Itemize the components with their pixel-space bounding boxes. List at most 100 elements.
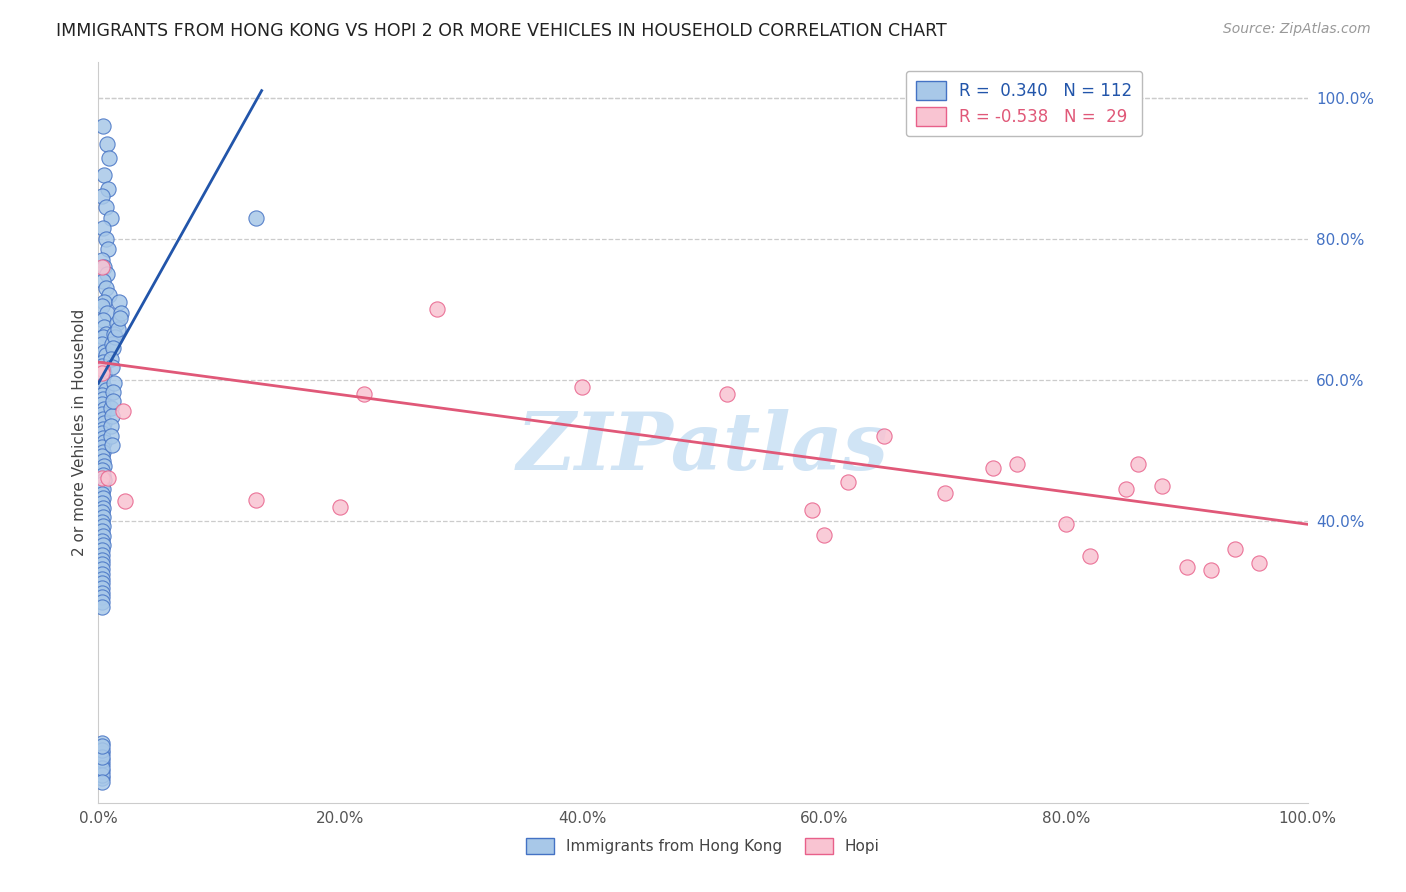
Point	[837, 475, 859, 489]
Point	[91, 440, 114, 454]
Point	[97, 182, 120, 196]
Point	[1007, 458, 1029, 472]
Point	[103, 326, 125, 341]
Point	[813, 528, 835, 542]
Point	[91, 397, 114, 411]
Point	[94, 232, 117, 246]
Point	[100, 211, 122, 225]
Point	[114, 494, 136, 508]
Point	[91, 736, 114, 750]
Point	[91, 449, 114, 463]
Point	[91, 524, 114, 539]
Point	[93, 295, 115, 310]
Point	[91, 491, 114, 506]
Point	[329, 500, 352, 514]
Point	[91, 760, 114, 774]
Point	[353, 387, 375, 401]
Point	[100, 359, 122, 374]
Point	[91, 362, 114, 376]
Point	[91, 221, 114, 235]
Point	[91, 313, 114, 327]
Point	[91, 252, 114, 267]
Point	[981, 461, 1004, 475]
Point	[91, 388, 114, 402]
Point	[91, 739, 114, 754]
Point	[91, 337, 114, 351]
Point	[91, 454, 114, 468]
Point	[91, 189, 114, 203]
Point	[91, 533, 114, 548]
Point	[104, 330, 127, 344]
Point	[91, 767, 114, 781]
Point	[91, 467, 114, 482]
Point	[91, 411, 114, 425]
Point	[245, 211, 267, 225]
Point	[94, 326, 117, 341]
Point	[91, 754, 114, 768]
Point	[93, 417, 115, 431]
Point	[91, 362, 114, 376]
Point	[91, 463, 114, 477]
Point	[91, 482, 114, 496]
Point	[91, 260, 114, 274]
Point	[93, 344, 115, 359]
Point	[94, 348, 117, 362]
Point	[91, 515, 114, 529]
Point	[1115, 482, 1137, 496]
Point	[91, 407, 114, 421]
Point	[934, 485, 956, 500]
Point	[93, 458, 115, 473]
Point	[91, 366, 114, 380]
Point	[103, 376, 125, 391]
Point	[91, 444, 114, 458]
Point	[97, 242, 120, 256]
Point	[91, 496, 114, 510]
Point	[91, 519, 114, 533]
Point	[91, 764, 114, 778]
Point	[91, 595, 114, 609]
Point	[91, 771, 114, 785]
Point	[91, 330, 114, 344]
Point	[426, 302, 449, 317]
Point	[91, 119, 114, 133]
Point	[91, 562, 114, 576]
Point	[96, 136, 118, 151]
Point	[93, 434, 115, 449]
Text: ZIPatlas: ZIPatlas	[517, 409, 889, 486]
Point	[100, 337, 122, 351]
Point	[571, 380, 593, 394]
Point	[91, 757, 114, 772]
Point	[100, 409, 122, 424]
Point	[91, 599, 114, 614]
Point	[91, 572, 114, 586]
Point	[91, 392, 114, 407]
Point	[97, 471, 120, 485]
Point	[91, 477, 114, 491]
Point	[91, 471, 114, 485]
Point	[91, 552, 114, 566]
Point	[91, 431, 114, 445]
Point	[91, 747, 114, 761]
Point	[91, 585, 114, 599]
Point	[91, 581, 114, 595]
Point	[91, 274, 114, 288]
Point	[91, 538, 114, 552]
Point	[105, 316, 128, 330]
Point	[1249, 556, 1271, 570]
Point	[800, 503, 823, 517]
Point	[91, 378, 114, 392]
Point	[107, 322, 129, 336]
Point	[1078, 549, 1101, 563]
Point	[91, 299, 114, 313]
Point	[96, 267, 118, 281]
Point	[91, 359, 114, 373]
Point	[1223, 541, 1246, 556]
Point	[101, 393, 124, 408]
Point	[91, 575, 114, 590]
Point	[1175, 559, 1198, 574]
Point	[716, 387, 738, 401]
Point	[91, 422, 114, 436]
Text: Source: ZipAtlas.com: Source: ZipAtlas.com	[1223, 22, 1371, 37]
Point	[1152, 478, 1174, 492]
Point	[91, 548, 114, 562]
